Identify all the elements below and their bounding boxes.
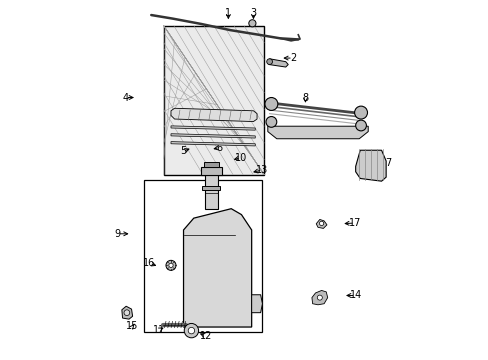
Polygon shape [171,108,257,122]
Bar [204,175,217,209]
Bar [144,180,262,332]
Circle shape [354,106,367,119]
Polygon shape [171,141,255,146]
Polygon shape [316,220,326,228]
Text: 14: 14 [349,291,361,301]
Bar [203,162,219,167]
Text: 4: 4 [122,93,128,103]
Circle shape [264,98,277,111]
Circle shape [317,295,322,300]
Circle shape [165,260,176,270]
Text: 2: 2 [289,53,295,63]
Polygon shape [311,291,327,305]
Circle shape [184,323,198,338]
Text: 7: 7 [384,158,390,168]
Bar [201,167,222,175]
Polygon shape [183,209,251,327]
Circle shape [266,59,272,64]
Text: 15: 15 [126,321,139,331]
Text: 3: 3 [250,8,256,18]
Circle shape [319,221,323,226]
Text: 8: 8 [302,93,308,103]
Text: 13: 13 [256,165,268,175]
Polygon shape [171,134,255,138]
Circle shape [265,117,276,127]
Circle shape [355,120,366,131]
Text: 16: 16 [143,258,155,268]
Text: 10: 10 [234,153,246,163]
Text: 1: 1 [225,8,231,18]
Bar [163,26,264,175]
Text: 6: 6 [216,143,222,153]
Polygon shape [122,306,132,319]
Text: 17: 17 [348,218,361,228]
Polygon shape [267,126,367,139]
Text: 9: 9 [114,229,120,239]
Polygon shape [355,150,386,181]
Bar [202,186,220,190]
Polygon shape [268,59,287,67]
Text: 11: 11 [153,325,165,335]
Circle shape [124,310,129,316]
Circle shape [168,263,173,267]
Circle shape [188,327,194,334]
Text: 5: 5 [179,146,185,156]
Polygon shape [171,126,255,130]
Text: 12: 12 [199,331,211,341]
Circle shape [248,20,255,27]
Polygon shape [251,295,262,313]
